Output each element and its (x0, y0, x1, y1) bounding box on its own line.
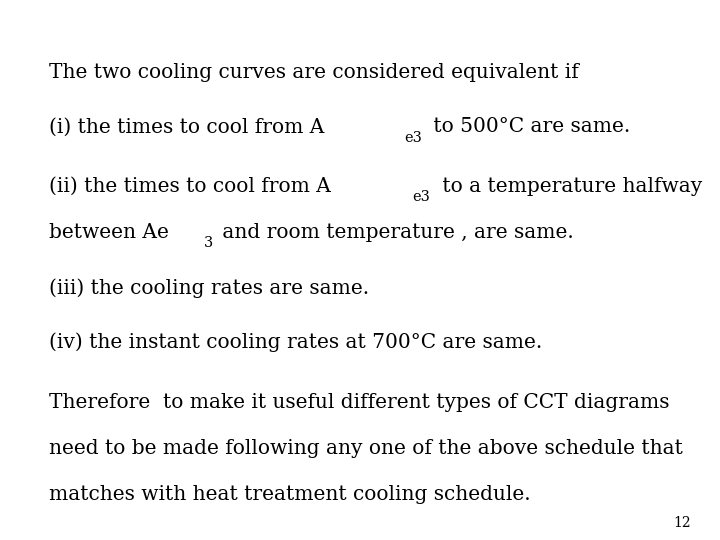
Text: matches with heat treatment cooling schedule.: matches with heat treatment cooling sche… (49, 484, 531, 503)
Text: to 500°C are same.: to 500°C are same. (428, 117, 631, 136)
Text: e3: e3 (405, 131, 422, 145)
Text: (ii) the times to cool from A: (ii) the times to cool from A (49, 177, 330, 195)
Text: to a temperature halfway: to a temperature halfway (436, 177, 702, 195)
Text: 3: 3 (204, 237, 213, 251)
Text: between Ae: between Ae (49, 222, 168, 241)
Text: (iv) the instant cooling rates at 700°C are same.: (iv) the instant cooling rates at 700°C … (49, 333, 542, 352)
Text: Therefore  to make it useful different types of CCT diagrams: Therefore to make it useful different ty… (49, 393, 670, 411)
Text: 12: 12 (674, 516, 691, 530)
Text: The two cooling curves are considered equivalent if: The two cooling curves are considered eq… (49, 63, 579, 82)
Text: (iii) the cooling rates are same.: (iii) the cooling rates are same. (49, 279, 369, 298)
Text: e3: e3 (413, 191, 431, 205)
Text: need to be made following any one of the above schedule that: need to be made following any one of the… (49, 438, 683, 457)
Text: and room temperature , are same.: and room temperature , are same. (215, 222, 573, 241)
Text: (i) the times to cool from A: (i) the times to cool from A (49, 117, 324, 136)
